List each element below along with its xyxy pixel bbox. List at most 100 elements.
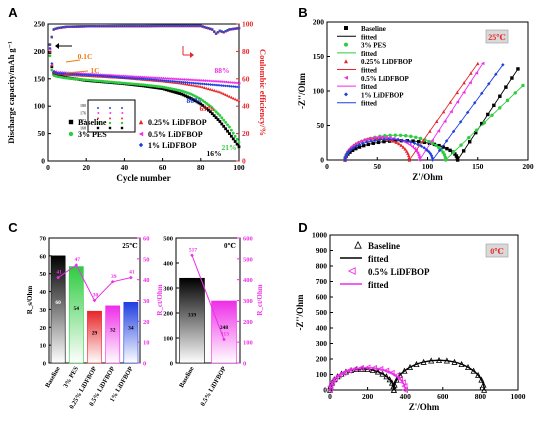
a-right-axis-arrowhead (190, 52, 194, 58)
a-point-05lidfbop (168, 77, 172, 81)
a-point-1lidfbop (100, 74, 103, 78)
a-point-05lidfbop (132, 75, 136, 79)
a-point-baseline (170, 90, 174, 93)
b-point (455, 156, 460, 160)
b-point (481, 61, 485, 66)
a-eff-point (48, 43, 52, 46)
b-point (449, 110, 453, 114)
a-point-3pes (218, 114, 222, 117)
d-point (428, 357, 435, 364)
c-bar-value-label: 29 (92, 331, 98, 337)
a-point-1lidfbop (142, 77, 145, 81)
a-point-025lidfbop (237, 99, 241, 103)
c-ytick-label: 100 (163, 336, 173, 343)
b-point (408, 143, 412, 147)
d-fitted-line (329, 368, 395, 391)
d-point (331, 375, 338, 382)
a-point-1lidfbop (201, 82, 205, 86)
b-point (358, 139, 363, 144)
d-ytick-label: 600 (316, 293, 328, 302)
a-xtick-label: 0 (46, 163, 50, 172)
b-point (361, 141, 365, 145)
a-point-1lidfbop (63, 72, 67, 76)
b-point (469, 71, 473, 75)
a-point-baseline (180, 92, 184, 96)
a-eff-point (69, 25, 73, 28)
a-eff-point (176, 24, 180, 28)
d-point (443, 357, 450, 364)
d-point (399, 379, 406, 386)
d-ytick-label: 800 (316, 262, 328, 271)
a-point-1lidfbop (220, 84, 224, 87)
c-rct-value-label: 517 (189, 247, 198, 253)
b-point (412, 141, 417, 145)
b-point (504, 85, 508, 89)
a-eff-point (220, 30, 224, 33)
a-eff-point (98, 25, 101, 28)
b-ytick-label: 150 (313, 52, 325, 61)
a-legend-marker (138, 119, 144, 125)
a-point-1lidfbop (77, 73, 80, 76)
a-point-3pes (207, 103, 210, 107)
a-point-05lidfbop (130, 75, 134, 78)
c-bar (179, 277, 205, 364)
a-point-1lidfbop (229, 84, 233, 88)
a-eff-point (85, 25, 88, 28)
b-point (401, 145, 405, 149)
a-eff-point (134, 24, 138, 28)
b-point (409, 134, 413, 139)
a-eff-point (188, 24, 191, 28)
b-point (417, 139, 421, 144)
a-eff-point (172, 24, 176, 28)
a-point-025lidfbop (187, 83, 191, 86)
c-ytick-label: 0 (170, 361, 173, 368)
b-point (435, 119, 439, 124)
a-point-1lidfbop (90, 73, 94, 77)
a-point-baseline (153, 86, 157, 89)
a-point-baseline (168, 89, 172, 93)
a-point-1lidfbop (50, 62, 54, 65)
a-point-1lidfbop (172, 80, 176, 83)
a-point-025lidfbop (50, 63, 54, 67)
b-legend-label: fitted (361, 83, 377, 91)
b-point (455, 100, 460, 104)
a-eff-point (174, 24, 178, 28)
a-point-1lidfbop (159, 78, 163, 82)
b-point (393, 139, 398, 143)
a-legend-marker (138, 131, 144, 137)
a-point-025lidfbop (233, 97, 237, 101)
b-point (412, 146, 417, 151)
b-xtick-label: 100 (422, 162, 434, 171)
b-point (388, 133, 392, 137)
a-point-025lidfbop (48, 50, 52, 53)
b-point (430, 156, 434, 160)
a-eff-point (157, 24, 160, 28)
a-point-3pes (235, 137, 239, 141)
d-point (393, 376, 400, 383)
a-point-3pes (50, 68, 54, 72)
a-point-1lidfbop (180, 80, 184, 84)
a-point-baseline (178, 92, 182, 95)
a-point-1lidfbop (193, 81, 197, 85)
a-point-1lidfbop (163, 79, 166, 83)
a-point-3pes (210, 106, 214, 110)
a-point-baseline (229, 134, 233, 138)
a-point-1lidfbop (228, 84, 231, 88)
b-point (462, 81, 466, 85)
a-point-1lidfbop (208, 83, 212, 86)
c-rct-point (56, 275, 60, 280)
a-point-1lidfbop (214, 83, 218, 87)
a-ytick-right-label: 40 (242, 102, 250, 111)
a-inset-frame (87, 99, 136, 133)
c-rct-line (191, 255, 225, 340)
a-point-05lidfbop (195, 78, 199, 82)
a-point-baseline (163, 87, 166, 91)
d-ytick-label: 700 (316, 277, 328, 286)
a-eff-point (88, 25, 92, 28)
c-ytick-right-label: 200 (243, 319, 253, 326)
b-point (418, 136, 423, 141)
b-point (371, 141, 375, 145)
a-ytick-right-label: 0 (242, 157, 246, 166)
a-point-05lidfbop (214, 79, 218, 83)
a-inset-point (96, 106, 100, 110)
